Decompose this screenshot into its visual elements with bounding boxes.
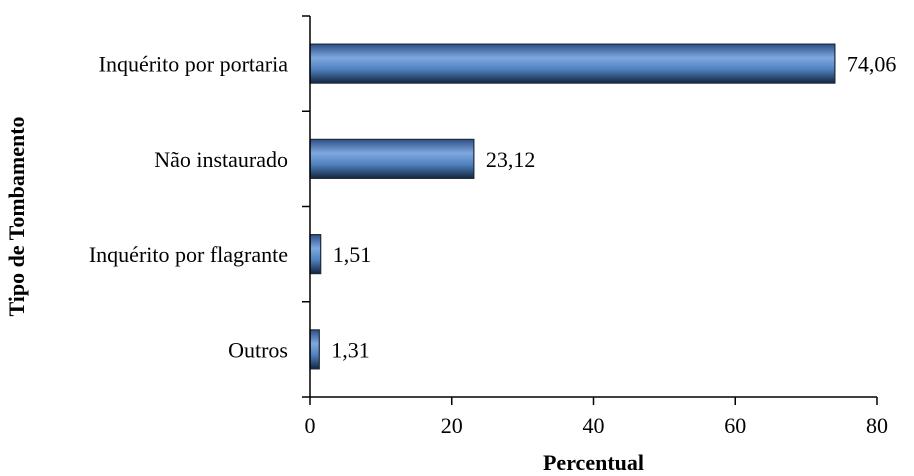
bar-3 xyxy=(309,329,320,370)
value-label-3: 1,31 xyxy=(331,337,370,362)
value-labels-group: 74,06 23,12 1,51 1,31 xyxy=(331,52,896,363)
x-tick-label-1: 20 xyxy=(441,413,463,438)
bar-0 xyxy=(309,43,836,84)
value-label-2: 1,51 xyxy=(333,242,372,267)
category-labels-group: Inquérito por portaria Não instaurado Inqu… xyxy=(89,52,288,363)
x-axis-title: Percentual xyxy=(543,450,644,475)
y-axis-ticks xyxy=(302,15,310,398)
category-label-2: Inquérito por flagrante xyxy=(89,242,288,267)
bar-1 xyxy=(309,138,475,179)
x-axis-ticks: 0 20 40 60 80 xyxy=(305,397,888,438)
value-label-0: 74,06 xyxy=(847,52,897,77)
x-tick-label-4: 80 xyxy=(866,413,888,438)
bars-group xyxy=(309,43,836,370)
bar-2 xyxy=(309,234,322,275)
category-label-0: Inquérito por portaria xyxy=(99,52,289,77)
x-tick-label-3: 60 xyxy=(724,413,746,438)
x-tick-label-0: 0 xyxy=(305,413,316,438)
category-label-3: Outros xyxy=(228,337,288,362)
x-tick-label-2: 40 xyxy=(583,413,605,438)
value-label-1: 23,12 xyxy=(486,147,536,172)
y-axis-title: Tipo de Tombamento xyxy=(4,116,29,316)
category-label-1: Não instaurado xyxy=(154,147,288,172)
